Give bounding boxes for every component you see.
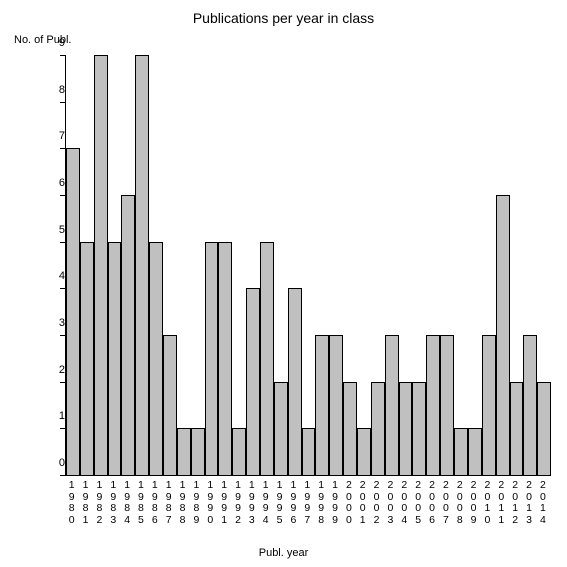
x-tick-label: 2006 bbox=[425, 480, 439, 526]
x-tick-label: 1981 bbox=[79, 480, 93, 526]
x-tick-label: 2014 bbox=[536, 480, 550, 526]
x-tick-label: 2003 bbox=[384, 480, 398, 526]
y-tick-label: 6 bbox=[45, 177, 65, 189]
x-tick-label: 1994 bbox=[259, 480, 273, 526]
y-tick-label: 8 bbox=[45, 84, 65, 96]
bar bbox=[94, 55, 108, 475]
x-tick-label: 1989 bbox=[190, 480, 204, 526]
x-tick-label: 1982 bbox=[93, 480, 107, 526]
plot-area bbox=[65, 55, 551, 476]
x-tick-label: 1998 bbox=[314, 480, 328, 526]
y-tick-label: 4 bbox=[45, 270, 65, 282]
x-tick-label: 1997 bbox=[301, 480, 315, 526]
bar bbox=[399, 382, 413, 475]
x-tick-label: 2007 bbox=[439, 480, 453, 526]
x-tick-label: 2012 bbox=[509, 480, 523, 526]
bar bbox=[66, 148, 80, 475]
bar bbox=[177, 428, 191, 475]
bars-group bbox=[66, 55, 551, 475]
y-tick-label: 9 bbox=[45, 37, 65, 49]
bar bbox=[357, 428, 371, 475]
bar bbox=[454, 428, 468, 475]
y-tick-label: 5 bbox=[45, 224, 65, 236]
bar bbox=[163, 335, 177, 475]
y-tick-label: 1 bbox=[45, 410, 65, 422]
chart-container: Publications per year in class No. of Pu… bbox=[0, 0, 567, 567]
x-tick-label: 1999 bbox=[328, 480, 342, 526]
bar bbox=[482, 335, 496, 475]
bar bbox=[80, 242, 94, 475]
bar bbox=[371, 382, 385, 475]
bar bbox=[537, 382, 551, 475]
x-tick-label: 2008 bbox=[453, 480, 467, 526]
bar bbox=[288, 288, 302, 475]
x-tick-label: 1985 bbox=[134, 480, 148, 526]
x-tick-label: 1996 bbox=[287, 480, 301, 526]
bar bbox=[149, 242, 163, 475]
x-tick-label: 2011 bbox=[495, 480, 509, 526]
bar bbox=[205, 242, 219, 475]
y-tick-label: 3 bbox=[45, 317, 65, 329]
bar bbox=[260, 242, 274, 475]
bar bbox=[440, 335, 454, 475]
x-tick-label: 1992 bbox=[231, 480, 245, 526]
x-tick-label: 2005 bbox=[411, 480, 425, 526]
y-tick-label: 2 bbox=[45, 364, 65, 376]
x-tick-label: 2010 bbox=[481, 480, 495, 526]
bar bbox=[329, 335, 343, 475]
bar bbox=[302, 428, 316, 475]
bar bbox=[315, 335, 329, 475]
bar bbox=[218, 242, 232, 475]
x-tick-label: 2004 bbox=[398, 480, 412, 526]
bar bbox=[523, 335, 537, 475]
y-tick-label: 0 bbox=[45, 457, 65, 469]
x-tick-label: 1993 bbox=[245, 480, 259, 526]
bar bbox=[191, 428, 205, 475]
x-tick-label: 1991 bbox=[217, 480, 231, 526]
x-tick-label: 2013 bbox=[522, 480, 536, 526]
bar bbox=[510, 382, 524, 475]
x-tick-label: 2002 bbox=[370, 480, 384, 526]
bar bbox=[108, 242, 122, 475]
bar bbox=[274, 382, 288, 475]
x-tick-label: 1986 bbox=[148, 480, 162, 526]
bar bbox=[232, 428, 246, 475]
x-tick-label: 1983 bbox=[107, 480, 121, 526]
x-axis-ticks: 1980198119821983198419851986198719881989… bbox=[65, 480, 550, 526]
x-tick-label: 1995 bbox=[273, 480, 287, 526]
bar bbox=[246, 288, 260, 475]
bar bbox=[135, 55, 149, 475]
x-tick-label: 1987 bbox=[162, 480, 176, 526]
x-tick-label: 1988 bbox=[176, 480, 190, 526]
y-axis-ticks: 0123456789 bbox=[45, 55, 65, 475]
bar bbox=[121, 195, 135, 475]
bar bbox=[426, 335, 440, 475]
bar bbox=[412, 382, 426, 475]
bar bbox=[468, 428, 482, 475]
x-tick-label: 1984 bbox=[120, 480, 134, 526]
chart-title: Publications per year in class bbox=[0, 10, 567, 26]
y-tick-label: 7 bbox=[45, 130, 65, 142]
x-tick-label: 2009 bbox=[467, 480, 481, 526]
bar bbox=[343, 382, 357, 475]
x-tick-label: 1990 bbox=[204, 480, 218, 526]
x-tick-label: 1980 bbox=[65, 480, 79, 526]
x-axis-label: Publ. year bbox=[0, 547, 567, 559]
bar bbox=[496, 195, 510, 475]
bar bbox=[385, 335, 399, 475]
x-tick-label: 2001 bbox=[356, 480, 370, 526]
x-tick-label: 2000 bbox=[342, 480, 356, 526]
